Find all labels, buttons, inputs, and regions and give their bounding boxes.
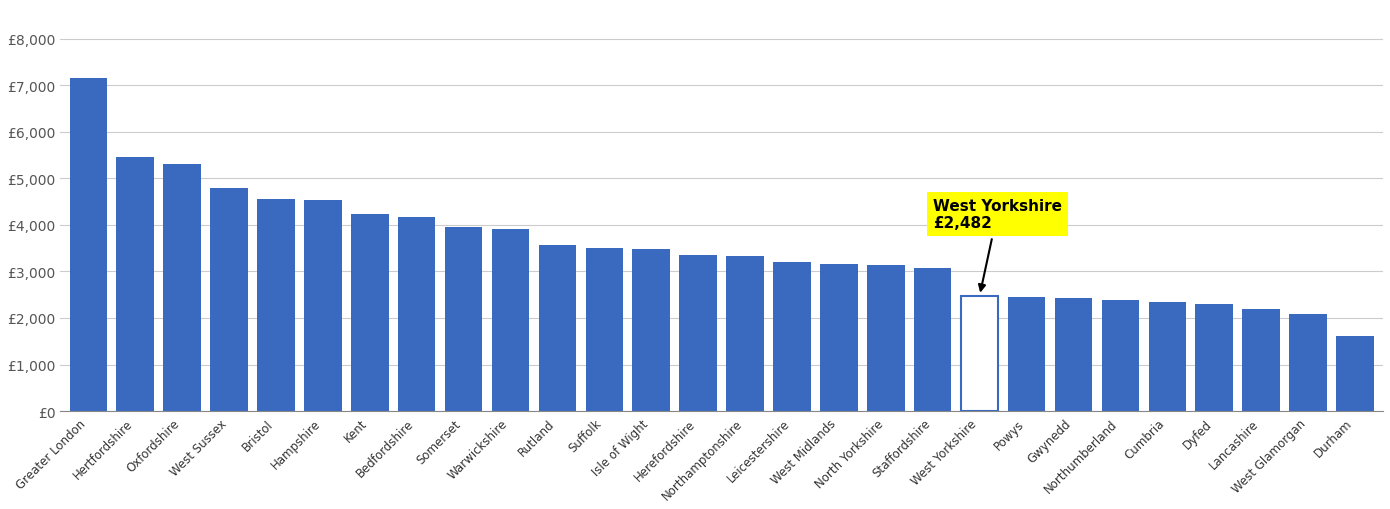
Bar: [1055, 298, 1093, 411]
Bar: [1195, 304, 1233, 411]
Bar: [1290, 315, 1327, 411]
Bar: [70, 79, 107, 411]
Bar: [1148, 302, 1186, 411]
Text: West Yorkshire
£2,482: West Yorkshire £2,482: [933, 199, 1062, 291]
Bar: [210, 188, 247, 411]
Bar: [398, 217, 435, 411]
Bar: [257, 200, 295, 411]
Bar: [632, 249, 670, 411]
Bar: [1008, 297, 1045, 411]
Bar: [1102, 301, 1140, 411]
Bar: [492, 230, 530, 411]
Bar: [960, 296, 998, 411]
Bar: [680, 255, 717, 411]
Bar: [117, 158, 154, 411]
Bar: [585, 248, 623, 411]
Bar: [539, 246, 577, 411]
Bar: [867, 266, 905, 411]
Bar: [727, 257, 765, 411]
Bar: [445, 228, 482, 411]
Bar: [915, 268, 952, 411]
Bar: [1243, 309, 1280, 411]
Bar: [352, 215, 389, 411]
Bar: [164, 165, 202, 411]
Bar: [1336, 336, 1373, 411]
Bar: [773, 263, 810, 411]
Bar: [304, 201, 342, 411]
Bar: [820, 265, 858, 411]
